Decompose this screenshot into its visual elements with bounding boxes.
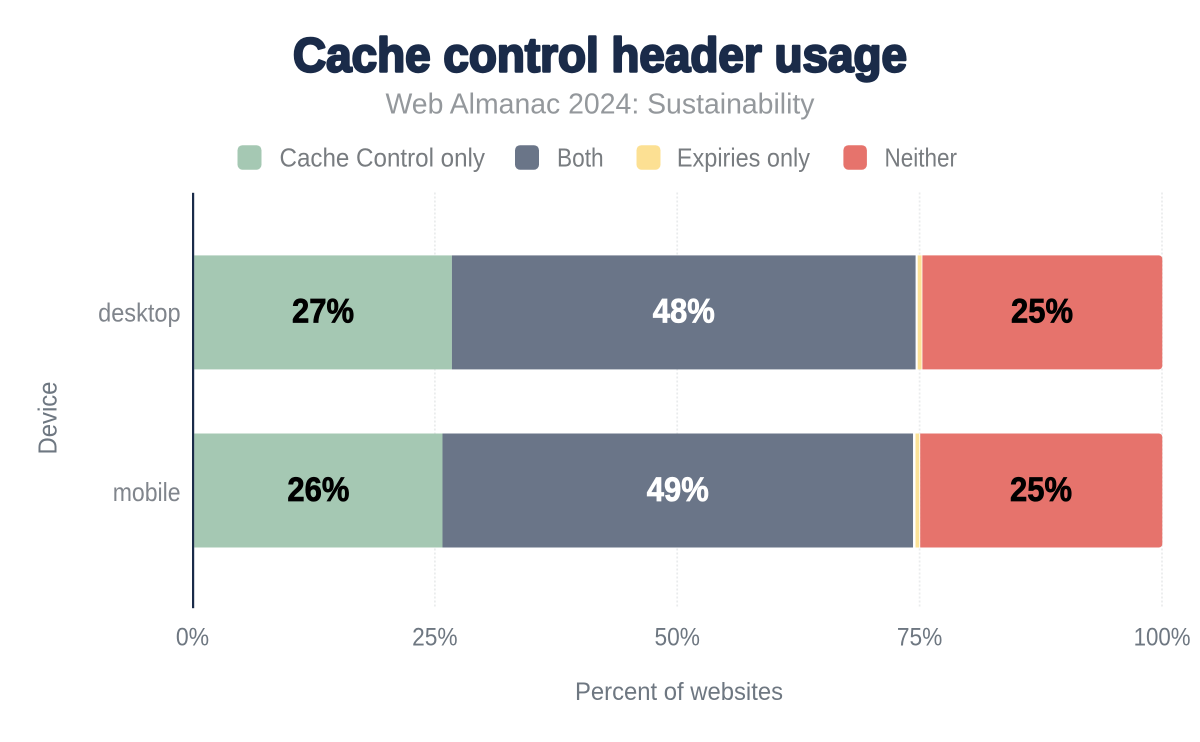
svg-text:48%: 48%: [653, 293, 715, 331]
svg-text:0%: 0%: [176, 624, 209, 652]
svg-text:50%: 50%: [654, 624, 700, 652]
svg-text:27%: 27%: [292, 293, 354, 331]
svg-text:Both: Both: [557, 143, 604, 173]
svg-text:25%: 25%: [412, 624, 458, 652]
svg-text:mobile: mobile: [113, 477, 181, 507]
svg-text:25%: 25%: [1011, 293, 1073, 331]
svg-text:Neither: Neither: [885, 143, 958, 173]
svg-text:Cache Control only: Cache Control only: [280, 143, 486, 173]
svg-text:desktop: desktop: [98, 298, 181, 328]
svg-text:25%: 25%: [1010, 471, 1072, 509]
svg-text:26%: 26%: [287, 471, 349, 509]
svg-text:Expiries only: Expiries only: [677, 143, 810, 173]
svg-text:Percent of websites: Percent of websites: [575, 678, 783, 706]
svg-text:100%: 100%: [1134, 624, 1191, 652]
svg-text:49%: 49%: [647, 471, 709, 509]
svg-text:Web Almanac 2024: Sustainabili: Web Almanac 2024: Sustainability: [386, 89, 815, 121]
svg-text:75%: 75%: [897, 624, 943, 652]
svg-text:Cache control header usage: Cache control header usage: [293, 30, 907, 83]
svg-text:Device: Device: [32, 382, 62, 455]
